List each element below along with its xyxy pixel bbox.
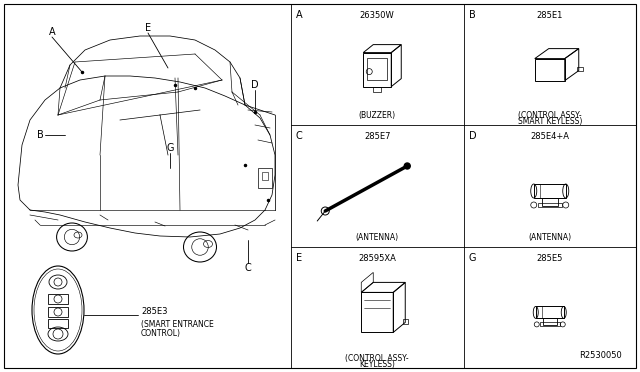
Bar — [540, 323, 560, 326]
Text: B: B — [468, 10, 476, 20]
Bar — [403, 320, 408, 324]
Circle shape — [404, 163, 410, 169]
Bar — [262, 172, 268, 180]
Text: (SMART ENTRANCE: (SMART ENTRANCE — [141, 320, 214, 329]
Text: R2530050: R2530050 — [579, 351, 622, 360]
Text: (CONTROL ASSY-: (CONTROL ASSY- — [518, 111, 582, 120]
Bar — [543, 318, 557, 326]
Bar — [48, 307, 68, 317]
Text: C: C — [244, 263, 252, 273]
Text: D: D — [251, 80, 259, 90]
Bar — [534, 184, 566, 198]
Text: 285E7: 285E7 — [364, 132, 390, 141]
Bar — [367, 58, 387, 80]
Text: (ANTENNA): (ANTENNA) — [528, 233, 572, 242]
Bar — [364, 52, 391, 87]
Text: E: E — [145, 23, 151, 33]
Bar — [258, 168, 272, 188]
Bar — [535, 59, 564, 81]
Text: 285E5: 285E5 — [536, 254, 563, 263]
Bar — [361, 292, 393, 333]
Bar — [48, 294, 68, 304]
Bar — [536, 307, 564, 318]
Text: 26350W: 26350W — [360, 11, 395, 20]
Text: KEYLESS): KEYLESS) — [359, 360, 395, 369]
Text: D: D — [468, 131, 476, 141]
Text: 285E1: 285E1 — [536, 11, 563, 20]
Text: (ANTENNA): (ANTENNA) — [356, 233, 399, 242]
Text: G: G — [468, 253, 476, 263]
Bar — [48, 319, 68, 328]
Text: A: A — [49, 27, 55, 37]
Text: 285E3: 285E3 — [141, 308, 168, 317]
Bar — [373, 87, 381, 92]
Text: (CONTROL ASSY-: (CONTROL ASSY- — [346, 354, 409, 363]
Text: B: B — [36, 130, 44, 140]
Text: E: E — [296, 253, 302, 263]
Text: 28595XA: 28595XA — [358, 254, 396, 263]
Text: C: C — [296, 131, 303, 141]
Text: SMART KEYLESS): SMART KEYLESS) — [518, 117, 582, 126]
Text: CONTROL): CONTROL) — [141, 329, 181, 338]
Text: G: G — [166, 143, 173, 153]
Bar — [541, 198, 557, 206]
Text: 285E4+A: 285E4+A — [531, 132, 569, 141]
Text: (BUZZER): (BUZZER) — [358, 111, 396, 120]
Bar — [577, 67, 583, 71]
Bar — [538, 203, 562, 207]
Text: A: A — [296, 10, 303, 20]
